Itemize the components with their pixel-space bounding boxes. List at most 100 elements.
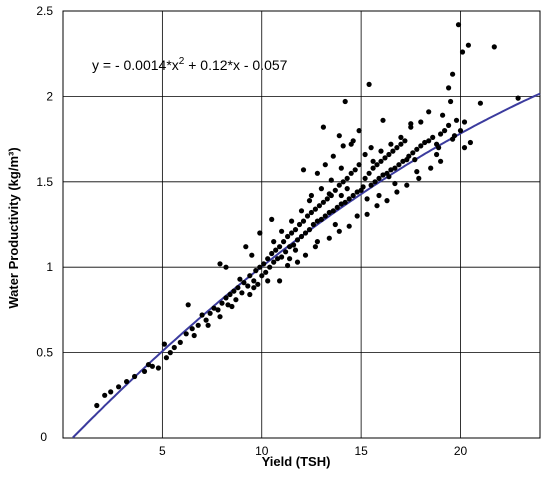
- data-point: [455, 22, 462, 28]
- data-point: [340, 143, 346, 149]
- data-point: [332, 221, 338, 228]
- data-point: [354, 189, 360, 195]
- data-point: [255, 281, 261, 287]
- data-point: [217, 314, 223, 320]
- data-point: [428, 165, 434, 171]
- data-point: [199, 312, 205, 318]
- data-point: [491, 44, 497, 50]
- data-point: [400, 158, 406, 164]
- data-point: [380, 117, 386, 123]
- data-point: [320, 124, 326, 130]
- data-point: [326, 235, 332, 241]
- data-point: [360, 184, 366, 190]
- data-point: [189, 326, 195, 332]
- y-tick-label: 2: [46, 89, 53, 103]
- data-point: [398, 134, 404, 140]
- data-point: [346, 223, 352, 229]
- data-point: [390, 148, 396, 154]
- data-point: [348, 141, 354, 147]
- data-point: [251, 278, 257, 284]
- data-point: [124, 379, 130, 385]
- data-point: [229, 303, 235, 310]
- data-point: [330, 153, 336, 159]
- data-point: [310, 221, 316, 228]
- data-point: [362, 175, 368, 181]
- data-point: [412, 157, 418, 163]
- data-point: [211, 305, 217, 311]
- data-point: [285, 233, 291, 240]
- data-point: [314, 239, 320, 245]
- data-point: [257, 264, 263, 270]
- data-point: [283, 249, 289, 255]
- x-tick-label: 20: [454, 444, 468, 458]
- data-point: [265, 256, 271, 262]
- data-point: [398, 141, 404, 147]
- data-point: [340, 179, 346, 185]
- data-point: [223, 295, 229, 301]
- data-point: [227, 291, 233, 298]
- data-point: [207, 310, 213, 316]
- y-tick-label: 2.5: [36, 4, 53, 18]
- data-point: [338, 165, 344, 171]
- data-point: [438, 131, 444, 137]
- y-axis-title: Water Productivity (kg/m³): [6, 147, 21, 308]
- data-point: [386, 174, 392, 180]
- data-point: [410, 150, 416, 156]
- data-point: [235, 285, 241, 291]
- data-point: [257, 230, 263, 236]
- data-point: [356, 162, 362, 168]
- data-point: [269, 216, 275, 222]
- data-point: [370, 158, 376, 164]
- y-tick-label: 1.5: [36, 175, 53, 189]
- data-points: [94, 22, 521, 409]
- data-point: [442, 128, 448, 134]
- data-point: [414, 146, 420, 152]
- data-point: [416, 175, 422, 181]
- data-point: [342, 98, 348, 105]
- data-point: [374, 203, 380, 209]
- data-point: [241, 280, 247, 286]
- plot-frame: [62, 10, 541, 439]
- data-point: [233, 297, 239, 303]
- data-point: [279, 228, 285, 234]
- data-point: [448, 98, 454, 105]
- data-point: [265, 278, 271, 284]
- data-point: [231, 288, 237, 294]
- data-point: [384, 198, 390, 204]
- data-point: [418, 119, 424, 125]
- data-point: [279, 254, 285, 260]
- data-point: [394, 189, 400, 195]
- data-point: [368, 182, 374, 188]
- data-point: [418, 143, 424, 149]
- data-point: [322, 213, 328, 219]
- data-point: [378, 148, 384, 154]
- data-point: [149, 363, 155, 369]
- data-point: [219, 300, 225, 306]
- x-axis-title: Yield (TSH): [262, 454, 331, 469]
- data-point: [271, 239, 277, 245]
- data-point: [467, 139, 473, 146]
- data-point: [261, 261, 267, 267]
- data-point: [247, 273, 253, 279]
- data-point: [426, 109, 432, 115]
- data-point: [459, 49, 466, 55]
- data-point: [296, 221, 303, 228]
- data-point: [392, 165, 398, 171]
- y-tick-label: 1: [46, 260, 53, 274]
- fit-curve: [72, 92, 541, 439]
- data-point: [408, 121, 414, 127]
- data-point: [356, 128, 362, 134]
- data-point: [185, 302, 191, 308]
- data-point: [372, 179, 378, 185]
- data-point: [446, 85, 452, 91]
- data-point: [292, 247, 299, 253]
- data-point: [378, 158, 384, 164]
- data-point: [263, 269, 269, 275]
- data-point: [350, 192, 356, 199]
- data-point: [330, 208, 336, 214]
- data-point: [380, 172, 386, 178]
- data-point: [336, 133, 342, 139]
- data-point: [440, 112, 446, 118]
- data-point: [344, 186, 350, 192]
